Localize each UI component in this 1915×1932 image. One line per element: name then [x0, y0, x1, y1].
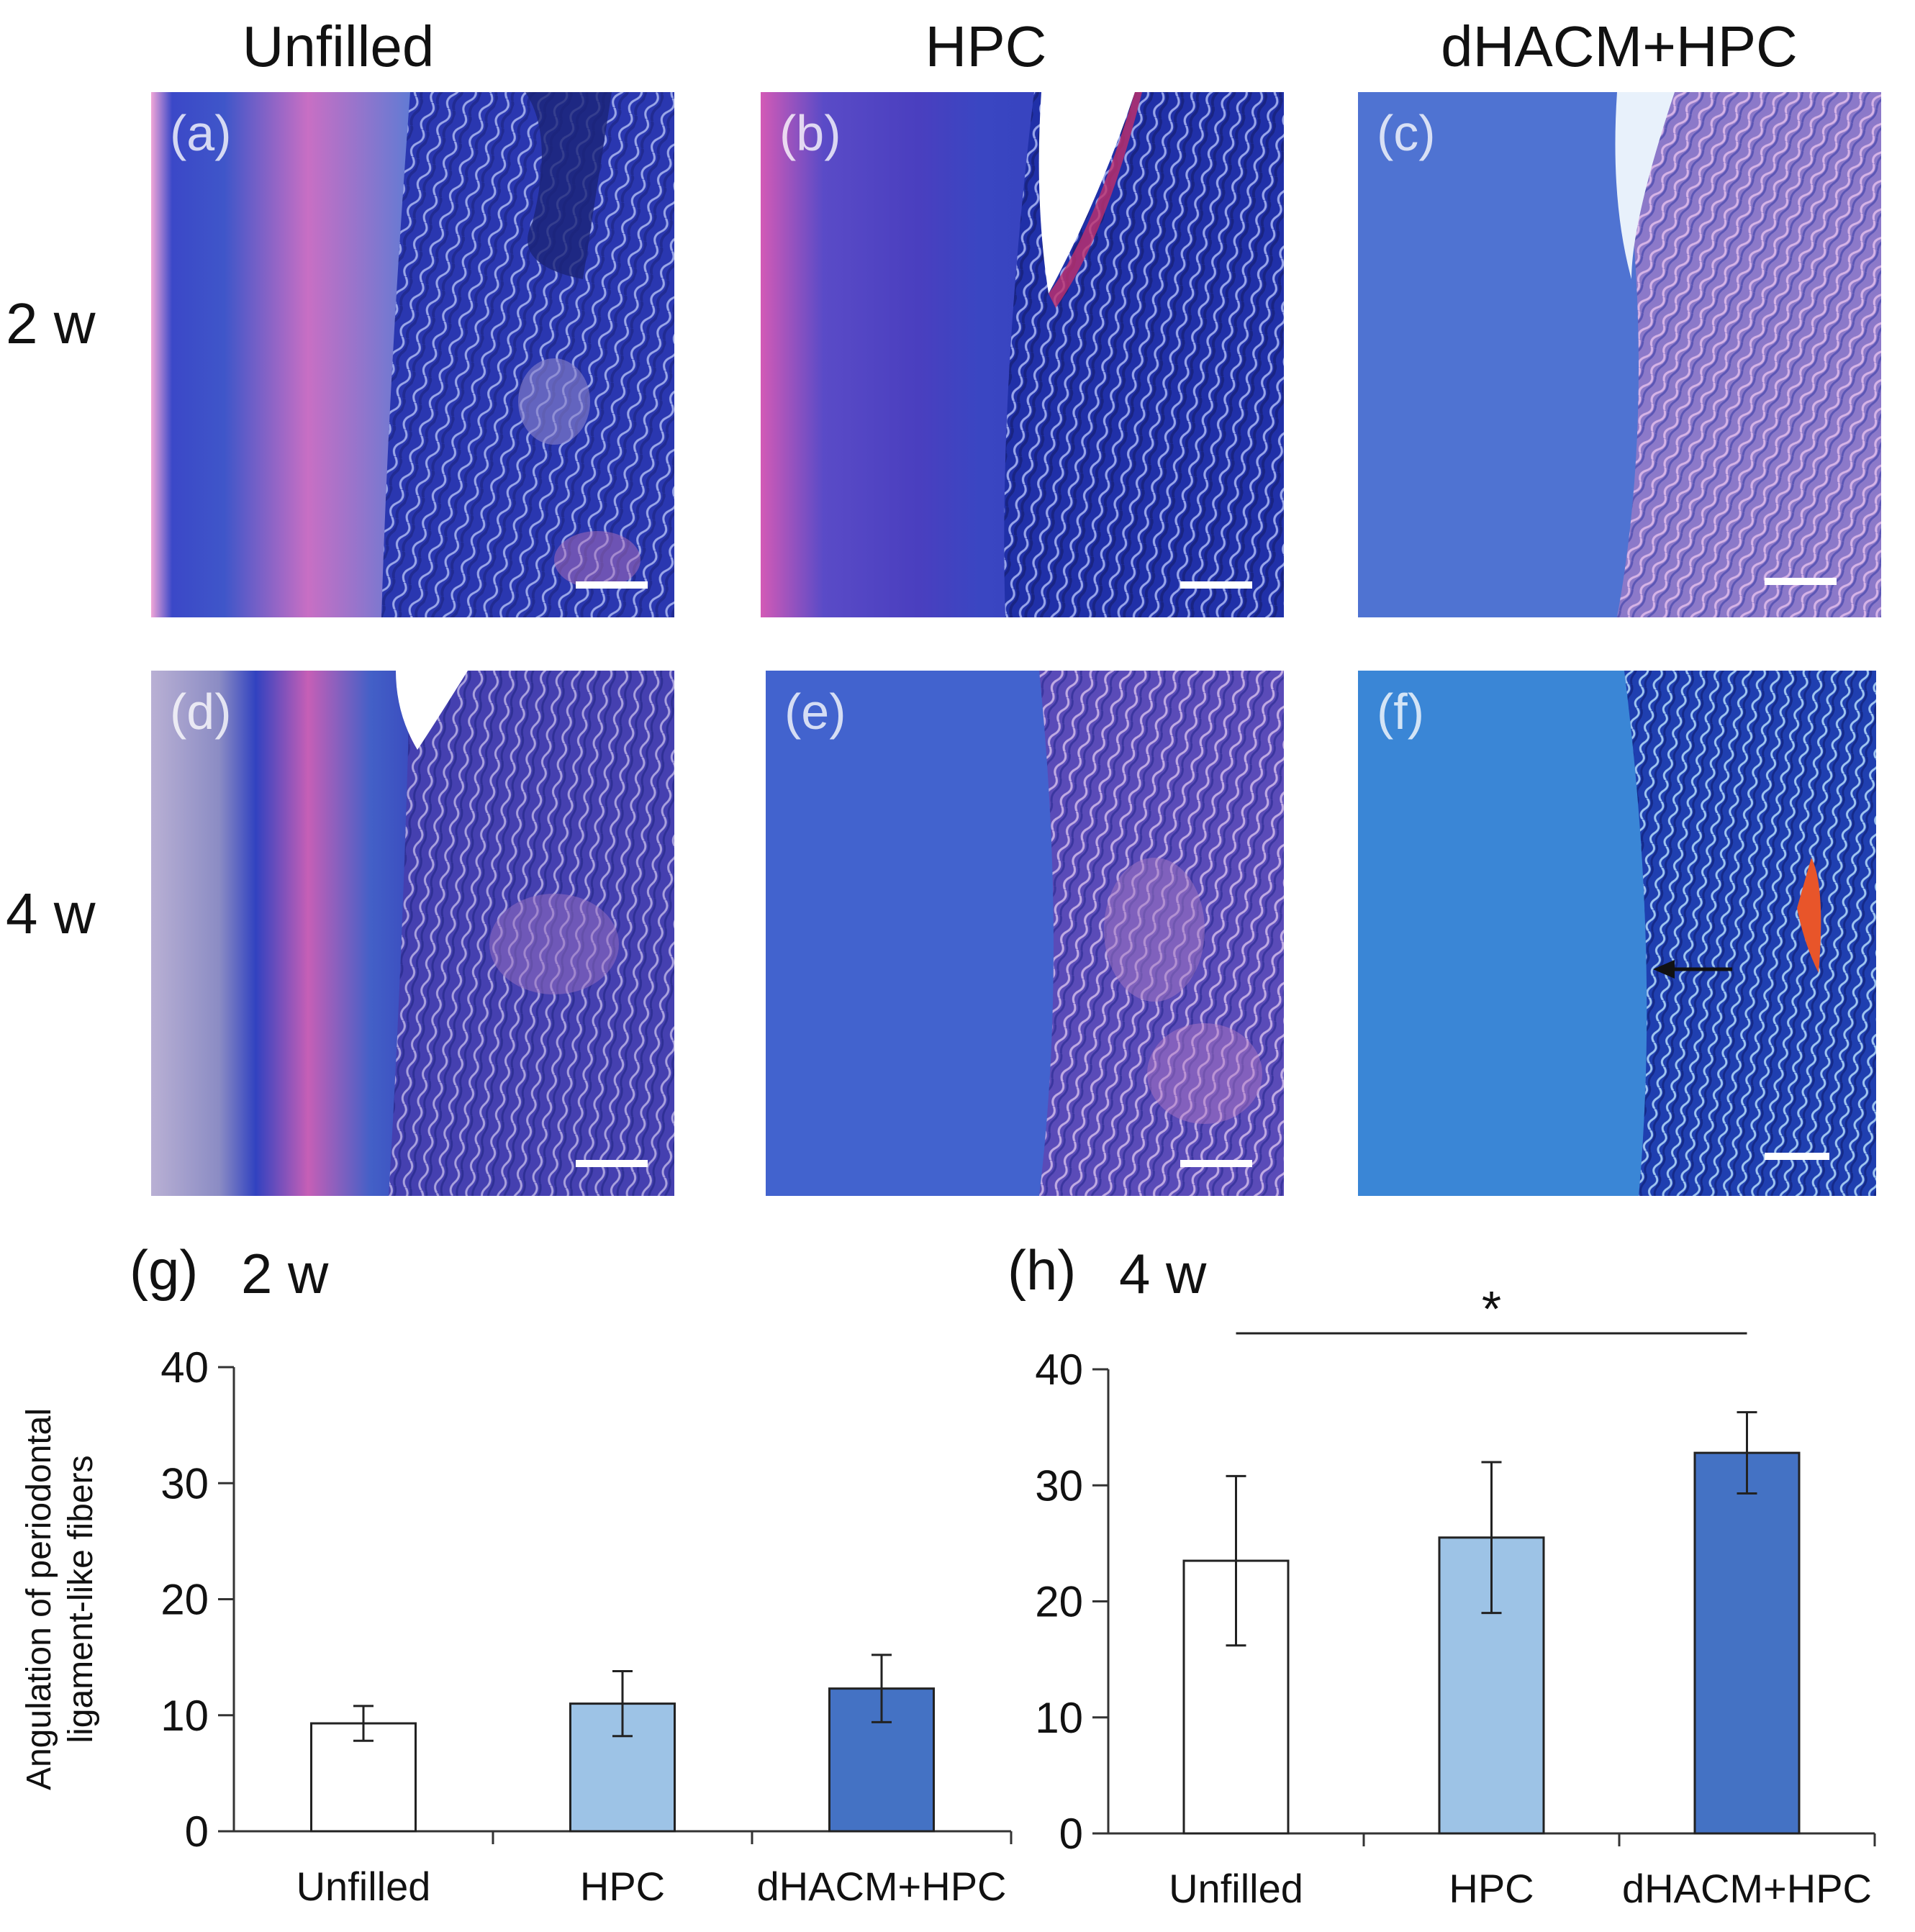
scale-bar-e — [1180, 1160, 1252, 1167]
column-title-hpc: HPC — [925, 14, 1047, 78]
column-title-dhacm-hpc: dHACM+HPC — [1441, 14, 1798, 78]
chart-g-category-label: Unfilled — [296, 1864, 431, 1909]
chart-g-y-axis-label: Angulation of periodontal ligament-like f… — [20, 1408, 100, 1790]
chart-h-time-label: 4 w — [1119, 1242, 1207, 1305]
chart-h-category-label: Unfilled — [1169, 1866, 1303, 1911]
chart-h-y-tick-label: 30 — [1035, 1461, 1083, 1510]
chart-g-time-label: 2 w — [241, 1242, 329, 1305]
micrograph-image-c — [1358, 92, 1881, 617]
chart-g-y-tick-label: 40 — [160, 1343, 209, 1392]
scale-bar-d — [576, 1160, 648, 1167]
bar-chart-g: 0 10 20 30 40 Unfilled HPC dHACM+HPC Angulation … — [20, 1343, 1013, 1909]
micrograph-image-b — [761, 92, 1284, 617]
chart-g-y-tick-label: 20 — [160, 1576, 209, 1624]
micrograph-image-a — [151, 92, 674, 617]
chart-h-y-tick-label: 10 — [1035, 1694, 1083, 1742]
scale-bar-f — [1765, 1153, 1829, 1160]
chart-g-category-label: HPC — [580, 1864, 665, 1909]
bar-chart-h: 0 10 20 30 40 Unfilled HPC dHACM+HPC * — [1035, 1281, 1876, 1911]
chart-h-y-tick-label: 20 — [1035, 1578, 1083, 1626]
row-title-4w: 4 w — [6, 881, 96, 945]
chart-g-y-axis-label-line2: ligament-like fibers — [62, 1455, 100, 1743]
panel-label-e: (e) — [784, 684, 846, 740]
chart-g-category-label: dHACM+HPC — [757, 1864, 1007, 1909]
chart-h-y-tick-label: 0 — [1059, 1810, 1083, 1858]
chart-g-y-tick-label: 30 — [160, 1459, 209, 1507]
micrograph-panel-d: (d) — [151, 671, 674, 1196]
chart-h-y-tick-label: 40 — [1035, 1346, 1083, 1394]
micrograph-panel-e: (e) — [766, 671, 1284, 1196]
chart-g-y-tick-label: 0 — [185, 1808, 209, 1856]
scale-bar-a — [576, 581, 648, 589]
chart-h-category-label: dHACM+HPC — [1622, 1866, 1872, 1911]
chart-h-category-label: HPC — [1449, 1866, 1534, 1911]
micrograph-panel-b: (b) — [761, 92, 1284, 617]
chart-g-panel-label: (g) — [130, 1238, 199, 1302]
chart-g-y-tick-label: 10 — [160, 1692, 209, 1740]
panel-label-f: (f) — [1377, 684, 1425, 740]
panel-label-d: (d) — [170, 684, 232, 740]
scale-bar-c — [1765, 578, 1837, 585]
chart-h-panel-label: (h) — [1008, 1238, 1077, 1302]
panel-label-a: (a) — [170, 105, 232, 161]
micrograph-image-f — [1358, 671, 1876, 1196]
micrograph-panel-a: (a) — [151, 92, 674, 617]
micrograph-panel-c: (c) — [1358, 92, 1881, 617]
scale-bar-b — [1180, 581, 1252, 589]
row-title-2w: 2 w — [6, 291, 96, 355]
micrograph-image-e — [766, 671, 1284, 1196]
column-title-unfilled: Unfilled — [242, 14, 435, 78]
micrograph-panel-f: (f) — [1358, 671, 1876, 1196]
micrograph-image-d — [151, 671, 674, 1196]
chart-g-y-axis-label-line1: Angulation of periodontal — [20, 1408, 58, 1790]
chart-h-significance-star: * — [1482, 1281, 1501, 1337]
chart-h-bar-dhacm-hpc — [1693, 1451, 1801, 1835]
panel-label-c: (c) — [1377, 105, 1436, 161]
panel-label-b: (b) — [779, 105, 841, 161]
